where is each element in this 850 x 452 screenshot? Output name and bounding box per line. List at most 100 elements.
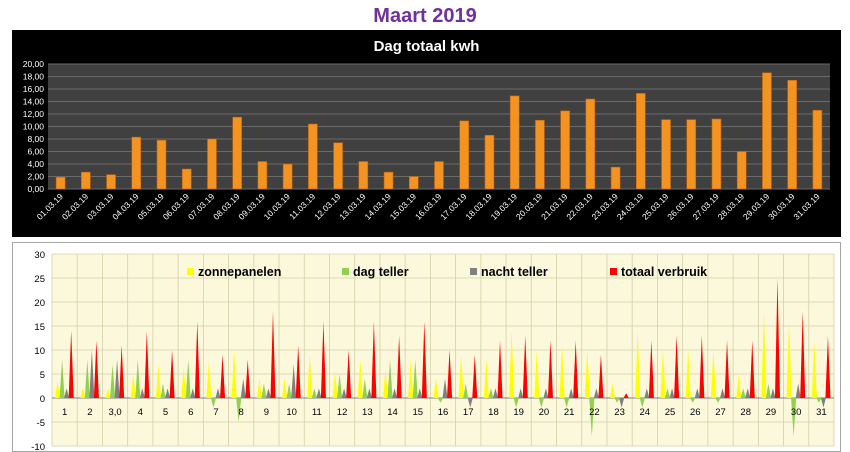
chart2-spike-totaal-verbruik — [144, 330, 150, 398]
chart1-bar — [661, 119, 671, 190]
chart2-spike-nacht-teller — [114, 359, 120, 398]
chart2-spike-zonnepanelen — [231, 350, 237, 398]
chart2-spike-dag-teller — [715, 398, 721, 403]
chart1-bar — [812, 109, 823, 190]
chart2-spike-dag-teller — [387, 359, 393, 398]
chart2-spike-zonnepanelen — [332, 371, 338, 398]
chart2-spike-dag-teller — [286, 383, 292, 398]
chart2-spike-dag-teller — [538, 398, 544, 408]
chart1-bar — [610, 166, 621, 190]
chart2-spike-nacht-teller — [492, 388, 498, 398]
chart2-spike-zonnepanelen — [105, 388, 111, 398]
chart2-spike-zonnepanelen — [458, 354, 464, 398]
chart1-bar — [434, 161, 444, 190]
chart1-bar — [308, 123, 318, 190]
chart2-spike-totaal-verbruik — [270, 311, 276, 398]
chart2-spike-totaal-verbruik — [320, 321, 326, 398]
legend-swatch — [610, 268, 617, 275]
legend-swatch — [470, 268, 477, 275]
chart2-x-tick-label: 5 — [163, 407, 168, 418]
chart1-bar — [333, 142, 343, 190]
chart2-spike-totaal-verbruik — [447, 350, 453, 398]
chart2-spike-totaal-verbruik — [497, 340, 503, 398]
chart2-spike-zonnepanelen — [483, 359, 489, 398]
chart1-bar — [509, 95, 520, 190]
chart2-spike-totaal-verbruik — [220, 354, 226, 398]
chart2-x-tick-label: 19 — [513, 407, 524, 418]
chart1-y-tick-label: 10,00 — [23, 122, 45, 132]
chart2-spike-zonnepanelen — [282, 378, 288, 398]
chart2-x-tick-label: 27 — [715, 407, 726, 418]
chart2-x-tick-label: 15 — [412, 407, 423, 418]
chart2-x-tick-label: 16 — [438, 407, 449, 418]
chart1-y-tick-label: 18,00 — [23, 72, 45, 82]
chart2-spike-nacht-teller — [669, 388, 675, 398]
chart2-spike-nacht-teller — [417, 388, 423, 398]
chart2-spike-zonnepanelen — [155, 364, 161, 398]
chart2-x-tick-label: 17 — [463, 407, 474, 418]
chart2-x-tick-label: 6 — [188, 407, 193, 418]
chart2-spike-dag-teller — [765, 383, 771, 398]
chart2-x-tick-label: 25 — [665, 407, 676, 418]
chart1-y-tick-label: 14,00 — [23, 97, 45, 107]
chart2-x-tick-label: 12 — [337, 407, 348, 418]
chart2-spike-totaal-verbruik — [346, 350, 352, 398]
chart2-x-tick-label: 30 — [791, 407, 802, 418]
chart2-spike-zonnepanelen — [736, 374, 742, 398]
chart2-spike-zonnepanelen — [206, 362, 212, 398]
chart2-spike-dag-teller — [59, 359, 65, 398]
chart2-spike-nacht-teller — [467, 398, 473, 408]
chart2-spike-zonnepanelen — [786, 321, 792, 398]
chart2-spike-zonnepanelen — [811, 340, 817, 398]
chart1-y-tick-label: 8,00 — [27, 134, 44, 144]
chart2-spike-nacht-teller — [770, 388, 776, 398]
chart2-spike-zonnepanelen — [80, 388, 86, 398]
chart2-spike-zonnepanelen — [710, 350, 716, 398]
chart2-spike-totaal-verbruik — [119, 345, 125, 398]
chart2-spike-dag-teller — [311, 388, 317, 398]
chart2-spike-dag-teller — [160, 383, 166, 398]
chart2-spike-zonnepanelen — [408, 359, 414, 398]
chart2-spike-dag-teller — [463, 383, 469, 398]
chart2-spike-nacht-teller — [265, 388, 271, 398]
chart1-title: Dag totaal kwh — [374, 38, 480, 55]
chart1-y-tick-label: 20,00 — [23, 59, 45, 69]
legend-swatch — [342, 268, 349, 275]
chart2-y-tick-label: 25 — [34, 274, 45, 285]
chart1-bar — [736, 151, 747, 190]
chart2-spike-dag-teller — [261, 383, 267, 398]
chart2-spike-nacht-teller — [392, 388, 398, 398]
chart2-spike-zonnepanelen — [609, 383, 616, 398]
chart1-bar — [711, 118, 722, 190]
chart2-spike-nacht-teller — [568, 388, 574, 398]
chart2-y-tick-label: -5 — [37, 418, 45, 429]
chart2-spike-zonnepanelen — [559, 345, 565, 398]
chart2-x-tick-label: 11 — [312, 407, 322, 418]
chart1-bar — [207, 138, 217, 190]
chart2-spike-totaal-verbruik — [472, 354, 478, 398]
chart2-spike-zonnepanelen — [130, 374, 136, 398]
chart2-spike-zonnepanelen — [509, 330, 515, 398]
chart2-spike-dag-teller — [513, 398, 519, 408]
legend-label: zonnepanelen — [198, 265, 281, 279]
chart2-x-tick-label: 9 — [264, 407, 269, 418]
chart2-spike-nacht-teller — [64, 388, 70, 398]
chart2-spike-dag-teller — [614, 398, 620, 403]
chart2-spike-nacht-teller — [341, 388, 347, 398]
chart2-spike-zonnepanelen — [256, 378, 262, 398]
chart2-x-tick-label: 2 — [87, 407, 92, 418]
chart2-spike-dag-teller — [564, 398, 570, 408]
chart2-spike-totaal-verbruik — [68, 330, 74, 398]
chart1-bar — [232, 116, 242, 190]
chart1-bar — [282, 163, 293, 190]
chart2-y-tick-label: 5 — [40, 370, 45, 381]
chart2-spike-dag-teller — [690, 398, 696, 403]
daily-total-bar-chart: Dag totaal kwh 0,00 2,00 4,00 6,00 8,00 10,00 1… — [12, 30, 841, 237]
chart2-y-tick-label: -10 — [31, 442, 45, 452]
chart1-bar — [81, 171, 91, 190]
chart1-bar — [383, 171, 394, 190]
chart1-y-tick-label: 6,00 — [27, 147, 44, 157]
chart1-bar — [535, 119, 545, 190]
chart1-bar — [131, 136, 142, 190]
